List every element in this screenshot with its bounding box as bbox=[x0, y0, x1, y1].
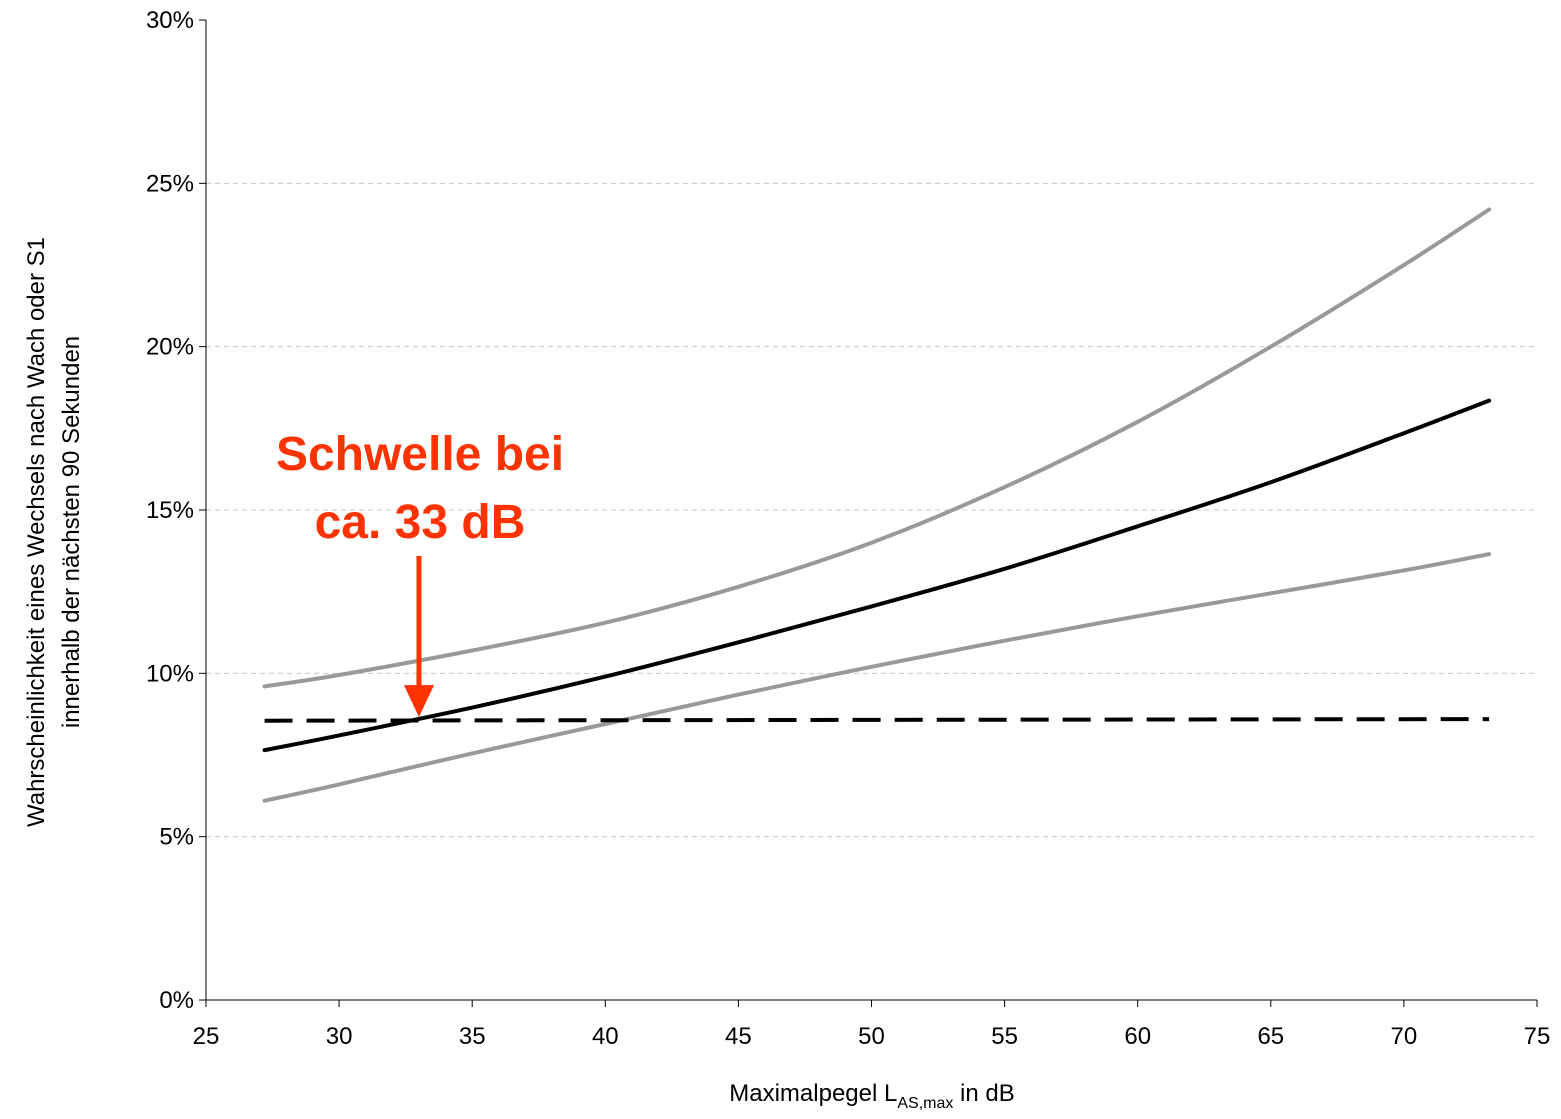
x-tick-label-45: 45 bbox=[725, 1023, 752, 1050]
annotation-arrow-head bbox=[403, 685, 434, 718]
series-line-4 bbox=[264, 717, 1490, 723]
annotations: Schwelle bei ca. 33 dB bbox=[276, 428, 564, 718]
x-axis-title: Maximalpegel LAS,max in dB bbox=[729, 1080, 1014, 1112]
y-axis-title-line1: Wahrscheinlichkeit eines Wechsels nach W… bbox=[23, 237, 50, 827]
x-axis-title-sub: AS,max bbox=[897, 1095, 953, 1112]
x-tick-label-25: 25 bbox=[193, 1023, 220, 1050]
series-group bbox=[262, 207, 1492, 803]
x-tick-label-75: 75 bbox=[1524, 1023, 1551, 1050]
x-axis-title-suffix: in dB bbox=[953, 1080, 1014, 1107]
y-tick-label-30: 30% bbox=[146, 7, 194, 34]
series-line-2 bbox=[262, 398, 1492, 753]
series-line-1 bbox=[262, 207, 1492, 689]
series-line-3 bbox=[262, 552, 1492, 803]
y-axis-title-line2: innerhalb der nächsten 90 Sekunden bbox=[58, 336, 85, 728]
y-tick-label-5: 5% bbox=[159, 824, 194, 851]
y-tick-label-15: 15% bbox=[146, 497, 194, 524]
x-tick-label-50: 50 bbox=[858, 1023, 885, 1050]
gridlines bbox=[206, 182, 1537, 838]
annotation-line-2: ca. 33 dB bbox=[315, 496, 526, 549]
y-axis-ticks: 0% 5% 10% 15% 20% 25% 30% bbox=[146, 7, 206, 1014]
x-tick-label-65: 65 bbox=[1257, 1023, 1284, 1050]
annotation-line-1: Schwelle bei bbox=[276, 428, 564, 481]
x-axis-ticks: 25 30 35 40 45 50 55 60 65 70 75 bbox=[193, 1000, 1551, 1050]
y-tick-label-0: 0% bbox=[159, 987, 194, 1014]
x-tick-label-60: 60 bbox=[1124, 1023, 1151, 1050]
y-tick-label-10: 10% bbox=[146, 660, 194, 687]
x-tick-label-35: 35 bbox=[459, 1023, 486, 1050]
y-tick-label-25: 25% bbox=[146, 170, 194, 197]
x-tick-label-70: 70 bbox=[1391, 1023, 1418, 1050]
y-tick-label-20: 20% bbox=[146, 334, 194, 361]
x-axis-title-main: Maximalpegel L bbox=[729, 1080, 897, 1107]
x-tick-label-30: 30 bbox=[326, 1023, 353, 1050]
x-tick-label-55: 55 bbox=[991, 1023, 1018, 1050]
x-tick-label-40: 40 bbox=[592, 1023, 619, 1050]
